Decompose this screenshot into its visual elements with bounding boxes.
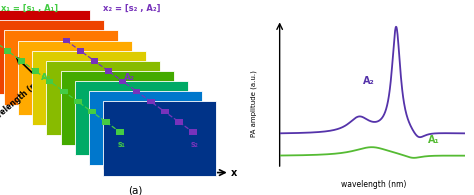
Bar: [161, 109, 169, 114]
Text: A₂: A₂: [124, 73, 135, 82]
Polygon shape: [18, 41, 132, 115]
Text: x₁ = [s₁ , A₁]: x₁ = [s₁ , A₁]: [1, 4, 58, 13]
Text: x: x: [231, 168, 237, 177]
Bar: [4, 48, 11, 54]
Polygon shape: [4, 30, 118, 105]
Bar: [102, 119, 109, 125]
Polygon shape: [61, 71, 174, 145]
Bar: [119, 79, 127, 84]
Polygon shape: [0, 10, 90, 84]
Bar: [88, 109, 96, 114]
Text: A₁: A₁: [40, 73, 51, 82]
Bar: [175, 119, 182, 125]
Bar: [105, 68, 112, 74]
Bar: [77, 48, 84, 54]
Bar: [32, 68, 39, 74]
Bar: [63, 38, 70, 43]
Bar: [46, 79, 54, 84]
Text: y: y: [96, 83, 102, 93]
Text: s₂: s₂: [191, 140, 198, 149]
Text: wavelength (nm): wavelength (nm): [341, 180, 407, 189]
Bar: [74, 99, 82, 104]
Text: wavelength (nm): wavelength (nm): [0, 74, 47, 129]
Polygon shape: [32, 51, 146, 125]
Text: x₂ = [s₂ , A₂]: x₂ = [s₂ , A₂]: [103, 4, 160, 13]
Bar: [133, 89, 140, 94]
Text: A₂: A₂: [363, 76, 374, 87]
Polygon shape: [103, 101, 216, 176]
Polygon shape: [89, 91, 202, 165]
Bar: [116, 129, 124, 135]
Text: PA amplitude (a.u.): PA amplitude (a.u.): [251, 71, 257, 137]
Polygon shape: [46, 61, 160, 135]
Bar: [91, 58, 98, 64]
Polygon shape: [74, 81, 188, 155]
Bar: [60, 89, 67, 94]
Polygon shape: [0, 20, 104, 94]
Text: A₁: A₁: [428, 135, 439, 145]
Bar: [147, 99, 155, 104]
Bar: [18, 58, 26, 64]
Bar: [189, 129, 197, 135]
Text: (a): (a): [128, 185, 142, 195]
Text: s₁: s₁: [118, 140, 126, 149]
